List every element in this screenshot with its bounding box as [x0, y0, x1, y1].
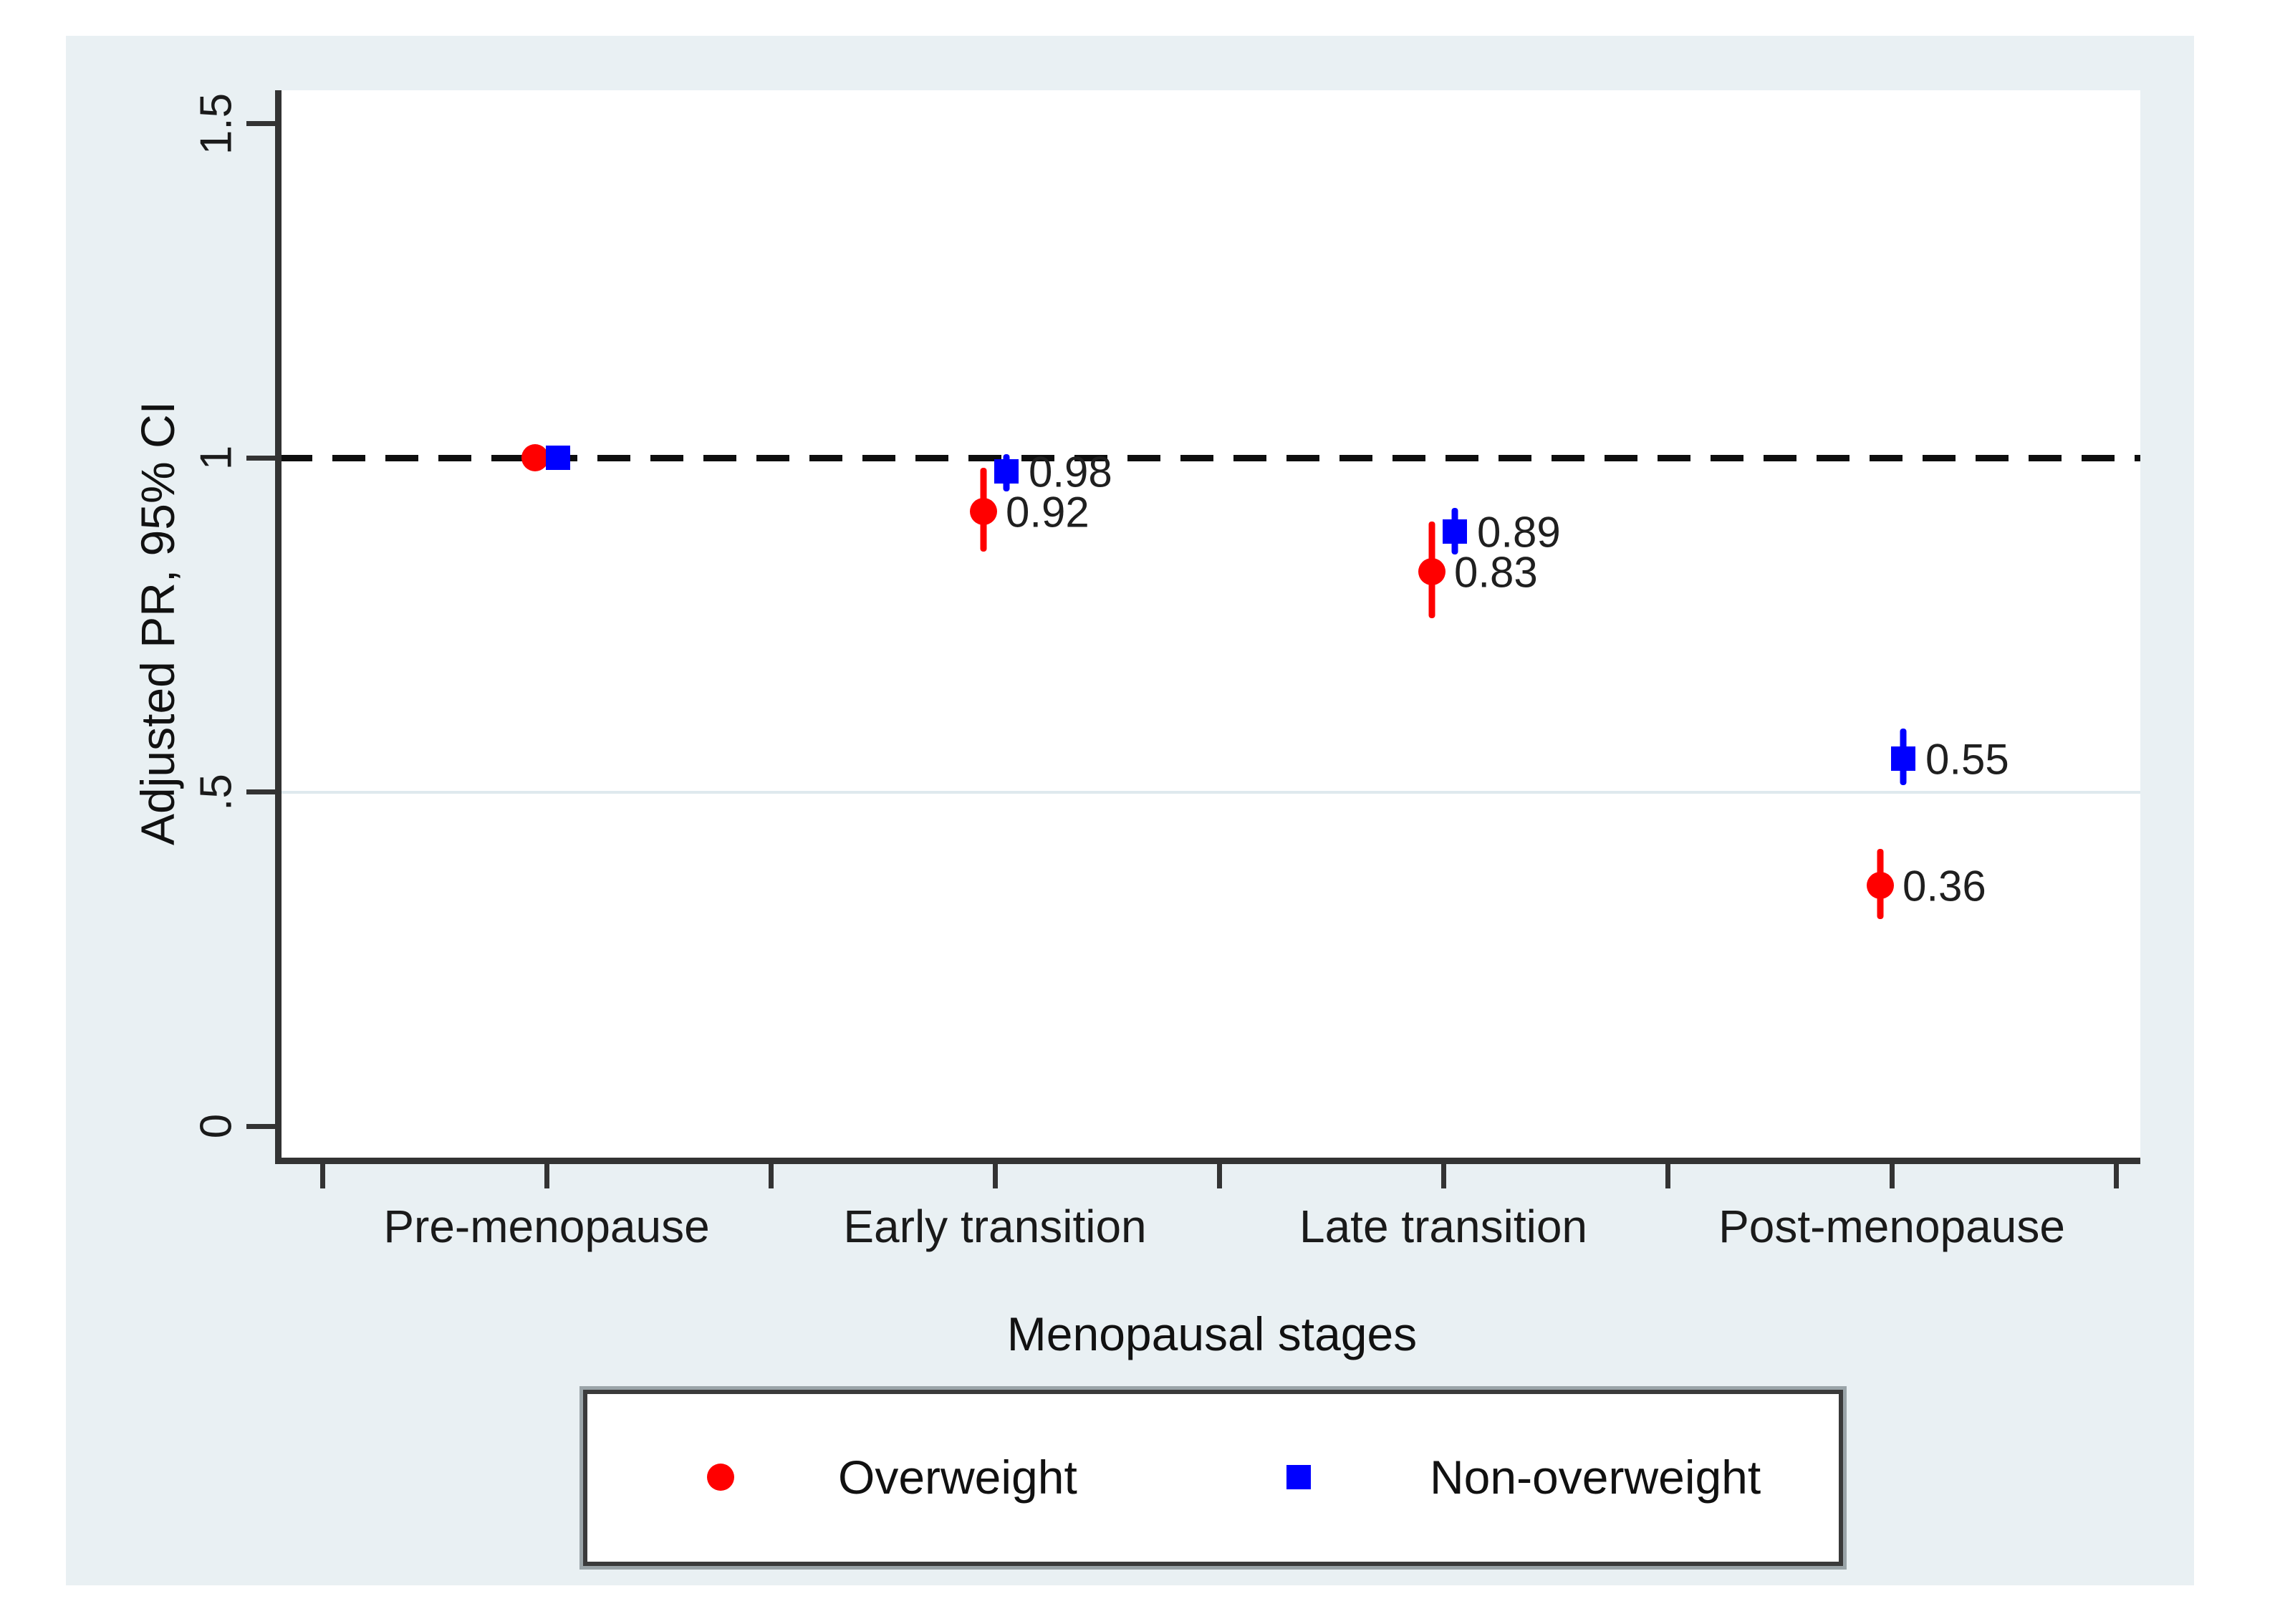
y-tick-label: 1.5	[191, 92, 241, 155]
legend-overweight-marker-icon	[707, 1464, 734, 1491]
x-category-label: Pre-menopause	[383, 1201, 710, 1252]
x-category-label: Post-menopause	[1718, 1201, 2065, 1252]
legend: Overweight Non-overweight	[583, 1390, 1843, 1566]
value-label: 0.83	[1454, 548, 1538, 597]
value-label: 0.89	[1477, 508, 1561, 557]
reference-line-dashed	[279, 455, 2140, 461]
x-axis-line	[275, 1158, 2140, 1164]
data-point-overweight	[1867, 872, 1894, 900]
value-label: 0.55	[1925, 735, 2009, 784]
data-point-non-overweight	[1443, 519, 1467, 544]
x-tick	[992, 1164, 998, 1188]
legend-non-overweight-marker-icon	[1286, 1465, 1311, 1489]
x-tick	[544, 1164, 549, 1188]
y-tick	[246, 1123, 277, 1129]
y-tick	[246, 455, 277, 461]
legend-label-overweight: Overweight	[838, 1451, 1077, 1504]
y-axis-title: Adjusted PR, 95% CI	[131, 401, 184, 845]
data-point-overweight	[970, 497, 997, 525]
gridline-half	[279, 790, 2140, 794]
legend-label-non-overweight: Non-overweight	[1430, 1451, 1761, 1504]
x-tick	[768, 1164, 774, 1188]
data-point-overweight	[521, 444, 549, 471]
data-point-non-overweight	[1891, 746, 1915, 771]
x-tick	[319, 1164, 325, 1188]
x-category-label: Early transition	[843, 1201, 1147, 1252]
x-axis-title: Menopausal stages	[1006, 1307, 1418, 1360]
data-point-overweight	[1418, 557, 1446, 585]
y-tick-label: .5	[191, 773, 241, 811]
y-tick	[246, 789, 277, 794]
x-tick	[2113, 1164, 2119, 1188]
x-tick	[1216, 1164, 1222, 1188]
x-category-label: Late transition	[1299, 1201, 1588, 1252]
data-point-non-overweight	[994, 458, 1019, 484]
value-label: 0.36	[1903, 862, 1986, 911]
x-tick	[1440, 1164, 1446, 1188]
data-point-non-overweight	[546, 446, 570, 470]
value-label: 0.98	[1029, 448, 1112, 496]
x-tick	[1889, 1164, 1895, 1188]
plot-area	[279, 90, 2140, 1158]
y-axis-line	[275, 90, 282, 1164]
y-tick	[246, 121, 277, 126]
y-tick-label: 0	[191, 1113, 241, 1139]
value-label: 0.92	[1006, 488, 1090, 537]
x-tick	[1665, 1164, 1670, 1188]
y-tick-label: 1	[191, 445, 241, 471]
